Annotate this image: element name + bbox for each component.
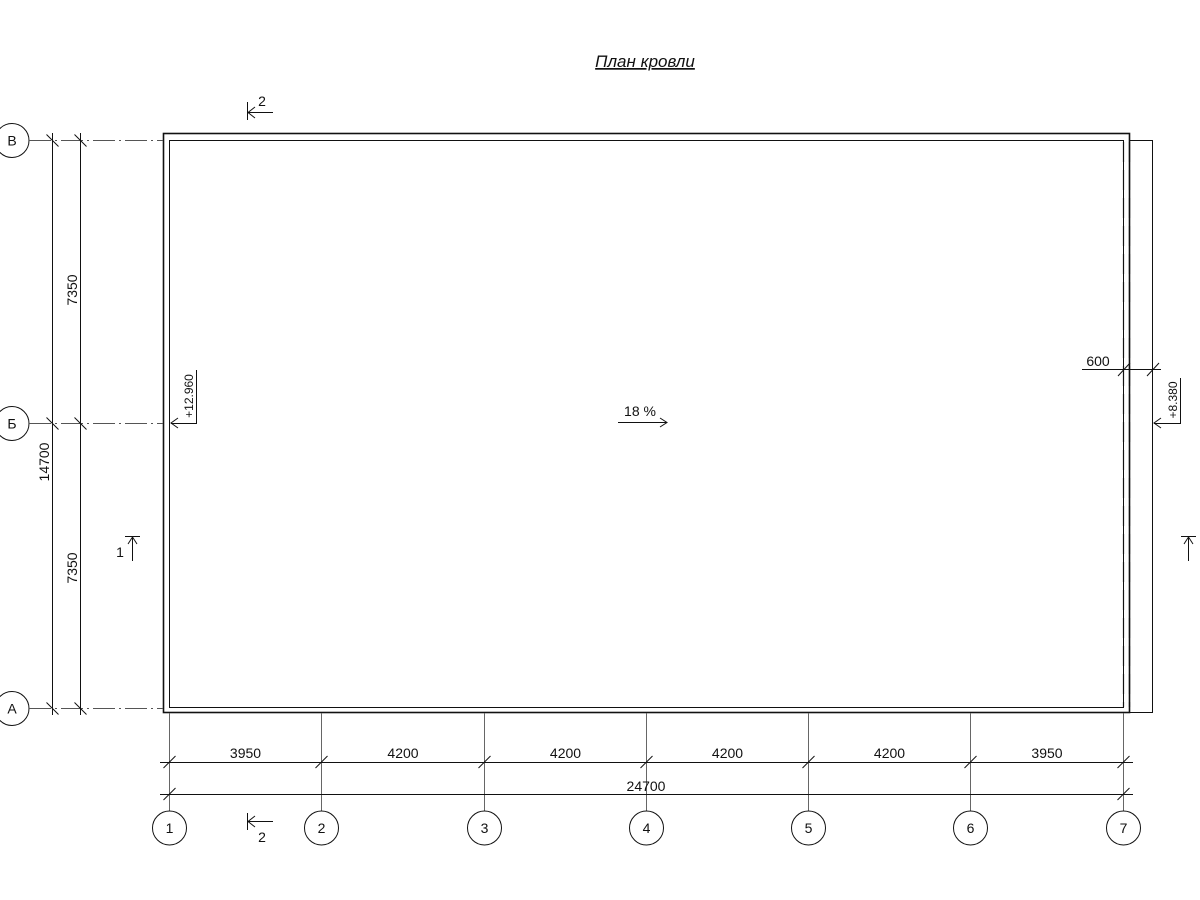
- slope-label: 18 %: [624, 403, 656, 419]
- axis-bubble: [467, 810, 502, 846]
- column-axis-2: 3: [467, 713, 502, 846]
- dim-tick: [1117, 362, 1131, 377]
- elevation-right: +8.380: [1166, 381, 1180, 418]
- overhang-dim: 600: [1086, 353, 1110, 369]
- axis-bubble: [152, 810, 187, 846]
- horizontal-dim-1: 3950: [230, 745, 261, 761]
- row-axis-2: А: [0, 691, 163, 726]
- section-mark-1-left: 1: [116, 536, 140, 561]
- row-axis-1: Б: [0, 406, 163, 441]
- drawing-title: План кровли: [595, 52, 695, 71]
- column-axis-label: 6: [967, 820, 975, 836]
- axis-bubble: [629, 810, 664, 846]
- axis-bubble: [791, 810, 826, 846]
- column-axis-label: 4: [643, 820, 651, 836]
- roof-overhang-outline: [1129, 140, 1153, 713]
- horizontal-dim-2: 4200: [387, 745, 418, 761]
- vertical-total-dim: 14700: [36, 442, 52, 481]
- column-axis-1: 2: [304, 713, 339, 846]
- dim-tick: [1146, 362, 1160, 377]
- row-axis-0: В: [0, 123, 163, 158]
- section-mark-2-bottom: 2: [247, 813, 273, 845]
- row-axis-label: А: [7, 701, 17, 717]
- row-axis-label: Б: [7, 416, 16, 432]
- section-mark-1-right: [1181, 536, 1196, 561]
- horizontal-dim-5: 4200: [874, 745, 905, 761]
- horizontal-dim-6: 3950: [1031, 745, 1062, 761]
- column-axis-label: 5: [805, 820, 813, 836]
- column-axis-4: 5: [791, 713, 826, 846]
- vertical-dim-1: 7350: [64, 274, 80, 305]
- elevation-left: +12.960: [182, 374, 196, 418]
- section-mark-2-top: 2: [247, 93, 273, 120]
- column-axis-label: 2: [318, 820, 326, 836]
- column-axis-6: 7: [1106, 713, 1141, 846]
- row-axis-label: В: [7, 133, 16, 149]
- slope-arrowhead-icon: [659, 417, 668, 428]
- column-axis-label: 1: [166, 820, 174, 836]
- axis-bubble: [304, 810, 339, 846]
- horizontal-dim-4: 4200: [712, 745, 743, 761]
- column-axis-label: 3: [481, 820, 489, 836]
- svg-text:2: 2: [258, 93, 266, 109]
- axis-bubble: [1106, 810, 1141, 846]
- horizontal-dim-3: 4200: [550, 745, 581, 761]
- svg-text:2: 2: [258, 829, 266, 845]
- column-axis-label: 7: [1120, 820, 1128, 836]
- svg-text:1: 1: [116, 544, 124, 560]
- vertical-dim-2: 7350: [64, 552, 80, 583]
- elevation-leader-right: [1154, 378, 1181, 424]
- column-axis-5: 6: [953, 713, 988, 846]
- elevation-leader-left: [171, 370, 197, 424]
- horizontal-total-dim: 24700: [627, 778, 666, 794]
- axis-bubble: [953, 810, 988, 846]
- column-axis-0: 1: [152, 713, 187, 846]
- roof-inner-outline: [169, 140, 1124, 708]
